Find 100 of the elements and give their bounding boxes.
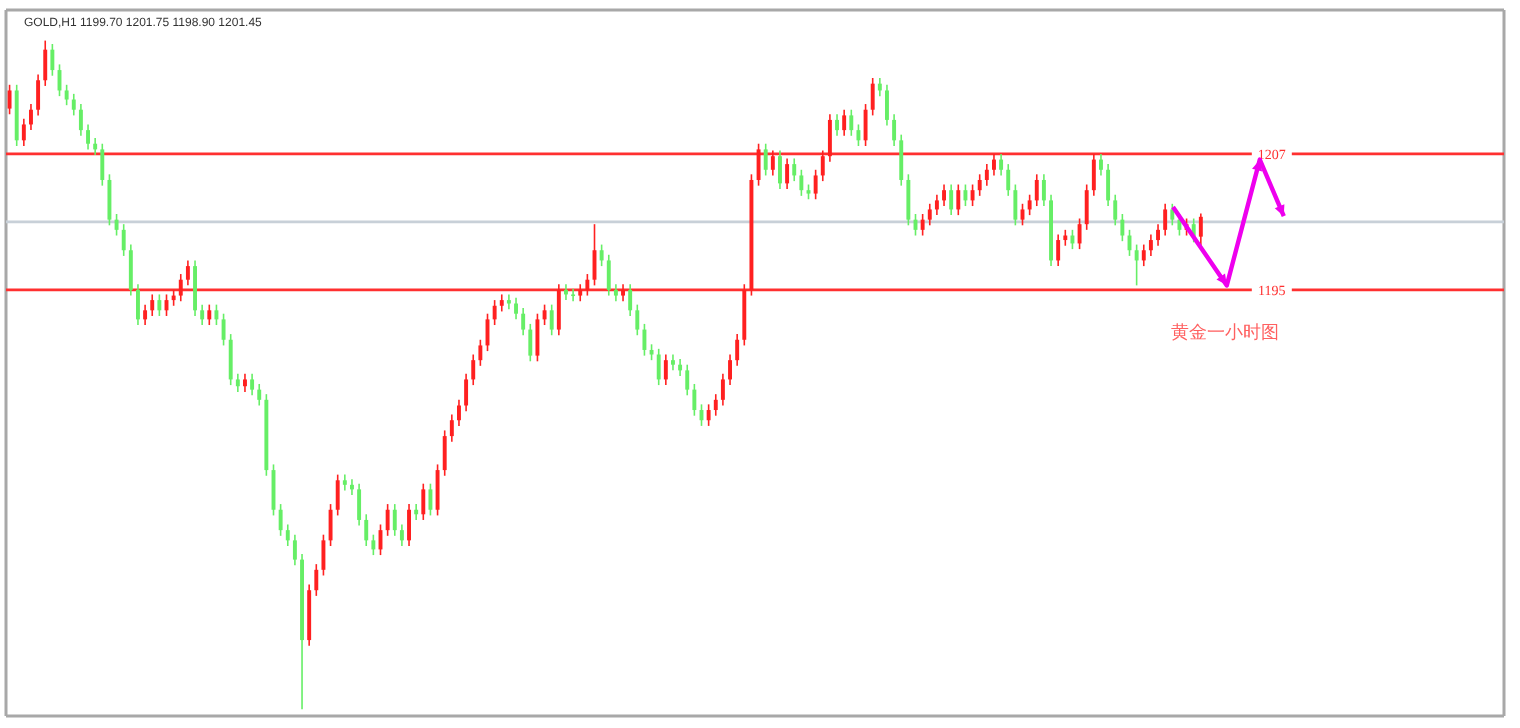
candlestick (371, 533, 376, 556)
candlestick (870, 77, 875, 117)
candlestick (920, 213, 925, 237)
candlestick (357, 482, 362, 527)
candlestick (107, 173, 112, 227)
candlestick (642, 323, 647, 357)
candlestick (1148, 233, 1153, 257)
candlestick (506, 293, 511, 310)
candlestick (984, 163, 989, 187)
candlestick (1041, 173, 1046, 207)
candlestick (999, 153, 1004, 177)
candlestick (214, 303, 219, 326)
candlestick (1134, 243, 1139, 287)
candlestick (200, 303, 205, 326)
candlestick (949, 183, 954, 216)
candlestick (1034, 173, 1039, 207)
candlestick (193, 259, 197, 317)
candlestick (856, 123, 861, 147)
candlestick (1113, 193, 1118, 227)
candlestick (792, 157, 797, 182)
candlestick (1006, 163, 1011, 197)
candlestick (50, 43, 55, 77)
candlestick (464, 372, 469, 412)
candlestick (257, 383, 262, 407)
candlestick (735, 333, 740, 367)
candlestick (43, 39, 48, 87)
candlestick (1070, 229, 1075, 250)
candlestick (756, 142, 761, 187)
candlestick (207, 303, 212, 326)
candlestick (292, 533, 297, 567)
candlestick (250, 372, 255, 397)
annotation: 黄金一小时图 (1171, 322, 1280, 345)
candlestick (471, 353, 476, 386)
candlestick (29, 103, 33, 131)
candlestick (827, 113, 832, 163)
candlestick (942, 183, 946, 207)
candlestick (86, 123, 90, 151)
candlestick (385, 503, 390, 537)
candlestick (64, 83, 69, 106)
candlestick (100, 142, 105, 187)
candlestick (799, 168, 804, 197)
candlestick (606, 253, 611, 297)
candlestick (521, 307, 526, 337)
candlestick (549, 303, 554, 337)
candlestick (399, 523, 404, 547)
candlestick (435, 463, 440, 517)
candlestick (685, 363, 690, 397)
candlestick (956, 183, 961, 216)
candlestick (528, 323, 533, 363)
candlestick (21, 117, 26, 147)
candlestick (863, 103, 868, 147)
candlestick (421, 482, 426, 521)
candlestick (992, 153, 996, 177)
candlestick (599, 243, 604, 267)
candlestick (1106, 163, 1111, 207)
candlestick (763, 142, 768, 177)
candlestick (977, 173, 982, 197)
candlestick (150, 293, 155, 317)
candlestick (392, 503, 397, 537)
candlestick (128, 243, 133, 297)
candlestick (228, 333, 233, 386)
candlestick (656, 348, 661, 386)
candlestick (1163, 202, 1168, 237)
candlestick (663, 353, 668, 386)
candlestick (114, 213, 119, 237)
candlestick (1077, 217, 1082, 250)
candlestick (842, 108, 847, 137)
candlestick (321, 533, 326, 577)
candlestick (1027, 193, 1032, 216)
candlestick (720, 372, 725, 407)
candlestick (542, 303, 547, 326)
candlestick (178, 273, 183, 303)
candlestick (571, 287, 576, 303)
candlestick (885, 83, 889, 127)
candlestick (1198, 212, 1203, 247)
candlestick (1099, 153, 1103, 177)
candlestick (457, 399, 461, 427)
candlestick (243, 372, 247, 393)
candlestick (556, 283, 561, 337)
candlestick (335, 473, 340, 517)
candlestick (706, 403, 711, 427)
candlestick (692, 383, 697, 417)
candlestick (820, 149, 825, 182)
candlestick (185, 259, 190, 287)
candlestick (849, 108, 854, 137)
candlestick (892, 113, 897, 147)
candlestick (36, 73, 41, 117)
candlestick (1084, 183, 1089, 231)
candlestick (78, 103, 83, 137)
candlestick (514, 297, 518, 321)
candlestick (492, 299, 497, 326)
candlestick (585, 273, 590, 297)
candlestick (970, 183, 975, 207)
candlestick (7, 83, 12, 116)
candlestick (963, 183, 968, 207)
candlestick (899, 133, 904, 187)
candlestick (285, 523, 290, 547)
candlestick (478, 338, 483, 367)
candlestick (778, 149, 782, 190)
candlestick (835, 113, 839, 137)
